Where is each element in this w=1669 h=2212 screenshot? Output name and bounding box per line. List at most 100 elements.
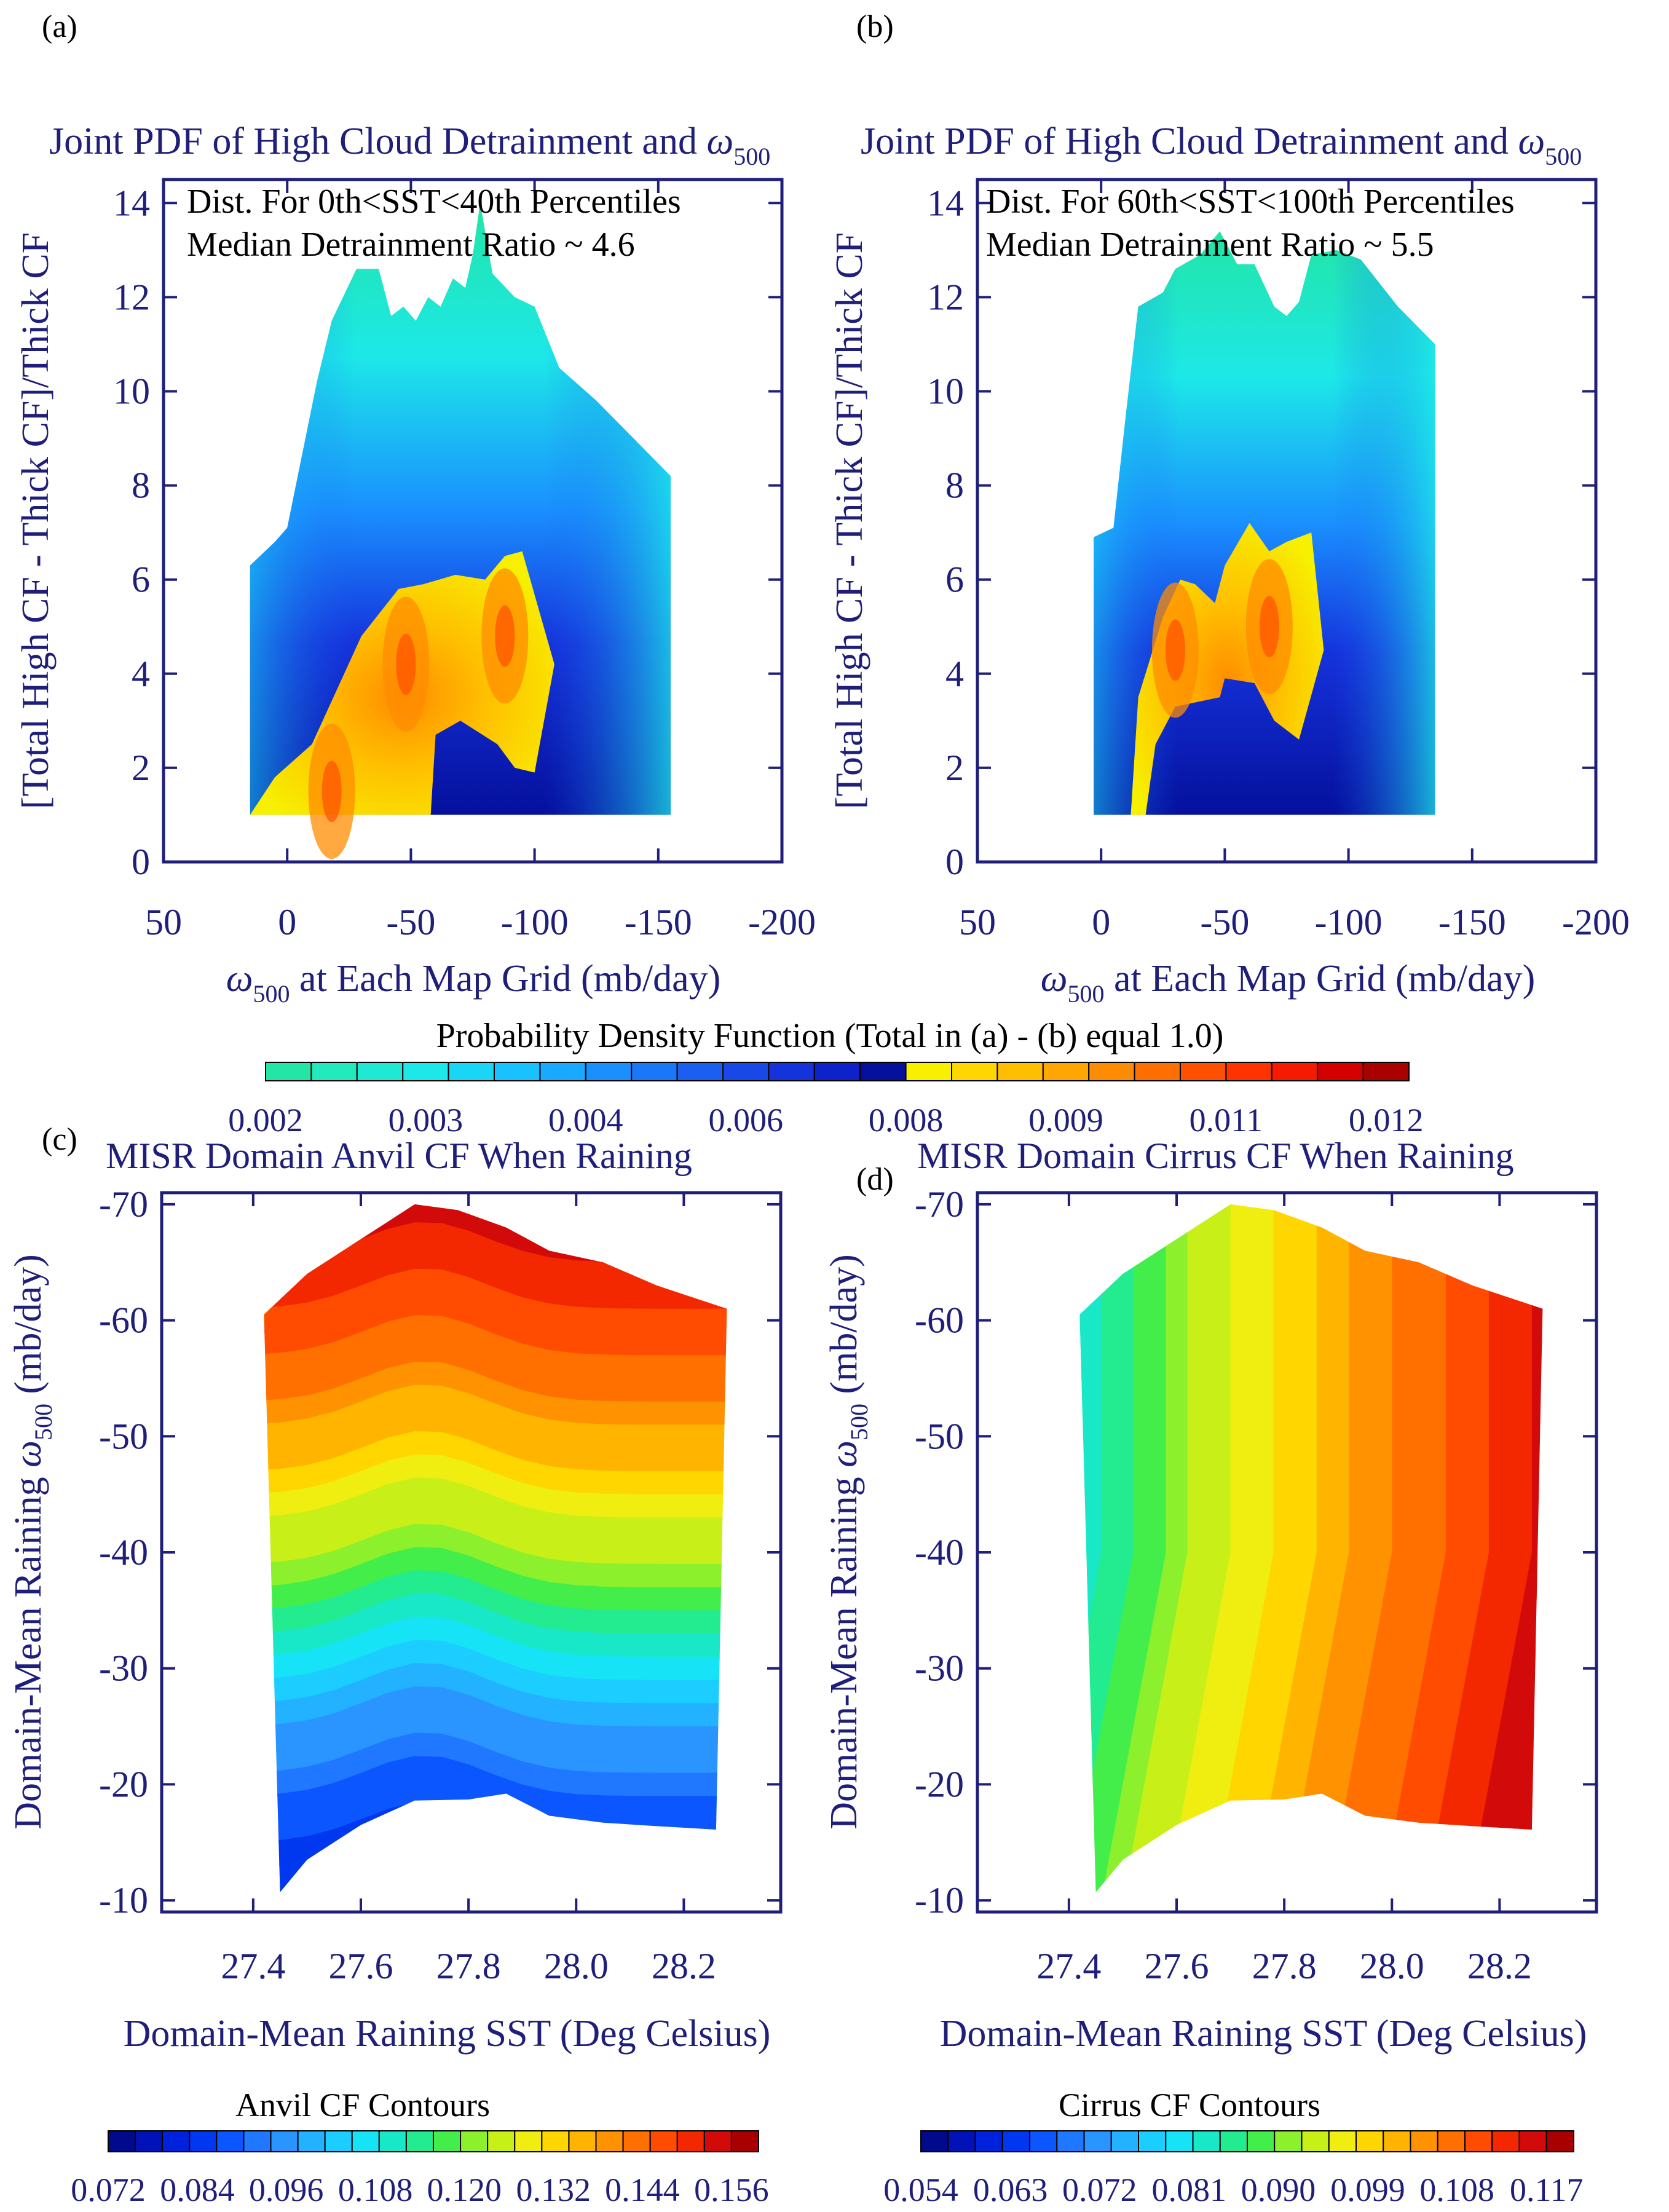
colorbar-pdf-title: Probability Density Function (Total in (… xyxy=(436,1017,1224,1055)
colorbar-cell xyxy=(1545,2130,1574,2152)
panel-a: (a) Joint PDF of High Cloud Detrainment … xyxy=(15,9,816,1008)
plot-a-ylabel: [Total High CF - Thick CF]/Thick CF xyxy=(15,232,57,809)
colorbar-cell xyxy=(1110,2130,1139,2152)
colorbar-cell xyxy=(189,2130,218,2152)
y-tick-label-b: 2 xyxy=(945,748,964,788)
cirrus-band xyxy=(1263,1204,1341,1892)
x-tick-label-a: -100 xyxy=(501,902,569,942)
colorbar-tick-label: 0.108 xyxy=(338,2171,413,2208)
cirrus-band xyxy=(1209,1204,1287,1892)
cirrus-band xyxy=(1101,1204,1180,1892)
x-tick-label-c: 27.6 xyxy=(328,1946,393,1986)
plot-b-xlabel: ω500 at Each Map Grid (mb/day) xyxy=(1041,958,1536,1008)
plot-b-frame xyxy=(976,178,1598,864)
colorbar-cell xyxy=(649,2130,678,2152)
cirrus-band xyxy=(1133,1204,1212,1892)
x-tick-label-a: 0 xyxy=(278,902,296,942)
cirrus-band xyxy=(1079,1204,1094,1892)
colorbar-cell xyxy=(356,1062,404,1081)
y-tick-label-a: 12 xyxy=(113,277,150,317)
colorbar-tick-label: 0.004 xyxy=(548,1102,623,1139)
cirrus-band xyxy=(1166,1204,1244,1892)
colorbar-cell xyxy=(1317,1062,1364,1081)
colorbar-tick-label: 0.008 xyxy=(869,1102,944,1139)
colorbar-cell xyxy=(813,1062,861,1081)
colorbar-cell xyxy=(1134,1062,1181,1081)
colorbar-cell xyxy=(947,2130,976,2152)
x-tick-label-c: 27.4 xyxy=(221,1946,285,1986)
colorbar-tick-label: 0.072 xyxy=(1062,2171,1137,2208)
colorbar-cell xyxy=(905,1062,952,1081)
colorbar-cell xyxy=(631,1062,678,1081)
cirrus-band xyxy=(1295,1204,1373,1892)
panel-b-title: Joint PDF of High Cloud Detrainment and … xyxy=(861,120,1582,170)
y-tick-label-a: 6 xyxy=(132,559,150,600)
colorbar-pdf-cells xyxy=(265,1062,1410,1081)
cirrus-band xyxy=(1220,1204,1298,1892)
colorbar-tick-label: 0.120 xyxy=(427,2171,502,2208)
y-tick-label-d: -50 xyxy=(915,1416,964,1456)
x-tick-label-b: -50 xyxy=(1200,902,1249,942)
panel-d: MISR Domain Cirrus CF When Raining (d) -… xyxy=(823,1136,1598,2055)
y-tick-label-d: -60 xyxy=(915,1300,964,1341)
colorbar-pdf: Probability Density Function (Total in (… xyxy=(228,1017,1423,1139)
cirrus-band xyxy=(1306,1204,1384,1892)
colorbar-cell xyxy=(1383,2130,1411,2152)
colorbar-cell xyxy=(1271,1062,1319,1081)
y-tick-label-b: 10 xyxy=(927,371,964,411)
y-tick-label-b: 14 xyxy=(927,183,964,223)
y-tick-label-c: -20 xyxy=(99,1764,148,1804)
cirrus-band xyxy=(1155,1204,1233,1892)
y-tick-label-d: -40 xyxy=(915,1532,964,1573)
cirrus-band xyxy=(983,1181,1061,1912)
x-tick-label-d: 28.2 xyxy=(1467,1946,1532,1986)
cirrus-field xyxy=(983,1181,1543,1912)
x-tick-label-a: 50 xyxy=(145,902,182,942)
cirrus-band xyxy=(1198,1204,1276,1892)
plot-a-annotation-1: Dist. For 0th<SST<40th Percentiles xyxy=(187,183,681,221)
colorbar-cell xyxy=(1138,2130,1167,2152)
colorbar-cell xyxy=(676,1062,724,1081)
plot-b-data-area xyxy=(1094,231,1435,815)
plot-d-xlabel: Domain-Mean Raining SST (Deg Celsius) xyxy=(940,2013,1587,2055)
colorbar-tick-label: 0.108 xyxy=(1419,2171,1494,2208)
y-tick-label-d: -30 xyxy=(915,1648,964,1689)
colorbar-anvil-cells xyxy=(108,2130,759,2152)
pdf-peak-center-a-2 xyxy=(322,760,342,823)
colorbar-tick-label: 0.096 xyxy=(249,2171,324,2208)
y-tick-label-a: 2 xyxy=(132,748,150,788)
y-tick-label-b: 4 xyxy=(945,654,964,694)
plot-b-axes: 0 2 4 6 8 10 12 14 50 0 -50 -100 -150 -200 xyxy=(927,180,1630,942)
colorbar-cell xyxy=(703,2130,732,2152)
colorbar-cirrus: Cirrus CF Contours 0.054 0.063 0.072 0.081 0… xyxy=(883,2087,1583,2208)
colorbar-cell xyxy=(1247,2130,1276,2152)
colorbar-tick-label: 0.132 xyxy=(516,2171,591,2208)
colorbar-cell xyxy=(243,2130,272,2152)
y-tick-label-d: -20 xyxy=(915,1764,964,1804)
colorbar-cell xyxy=(270,2130,299,2152)
plot-a-axes: 0 2 4 6 8 10 12 14 50 0 -50 -100 -150 -200 xyxy=(113,180,816,942)
y-tick-label-d: -70 xyxy=(915,1184,964,1225)
pdf-envelope-shade-a xyxy=(250,203,671,815)
colorbar-cirrus-title: Cirrus CF Contours xyxy=(1059,2087,1320,2123)
colorbar-cell xyxy=(1042,1062,1090,1081)
colorbar-cell xyxy=(1301,2130,1330,2152)
panel-c-label: (c) xyxy=(42,1122,77,1157)
colorbar-cell xyxy=(1165,2130,1194,2152)
plot-a-xlabel: ω500 at Each Map Grid (mb/day) xyxy=(226,958,721,1008)
colorbar-cell xyxy=(494,1062,541,1081)
colorbar-cell xyxy=(108,2130,136,2152)
colorbar-cell xyxy=(1410,2130,1438,2152)
colorbar-anvil: Anvil CF Contours 0.072 0.084 0.096 0.108 0.… xyxy=(71,2087,768,2208)
y-tick-label-c: -30 xyxy=(99,1648,148,1689)
panel-b-label: (b) xyxy=(856,9,894,44)
colorbar-cell xyxy=(1362,1062,1410,1081)
colorbar-cell xyxy=(585,1062,633,1081)
pdf-peak-center-a-0 xyxy=(396,633,416,695)
anvil-field xyxy=(264,1204,727,1892)
x-tick-label-a: -50 xyxy=(386,902,435,942)
cirrus-band xyxy=(1079,1204,1104,1892)
colorbar-cell xyxy=(351,2130,380,2152)
plot-c-data-area xyxy=(264,1204,727,1892)
